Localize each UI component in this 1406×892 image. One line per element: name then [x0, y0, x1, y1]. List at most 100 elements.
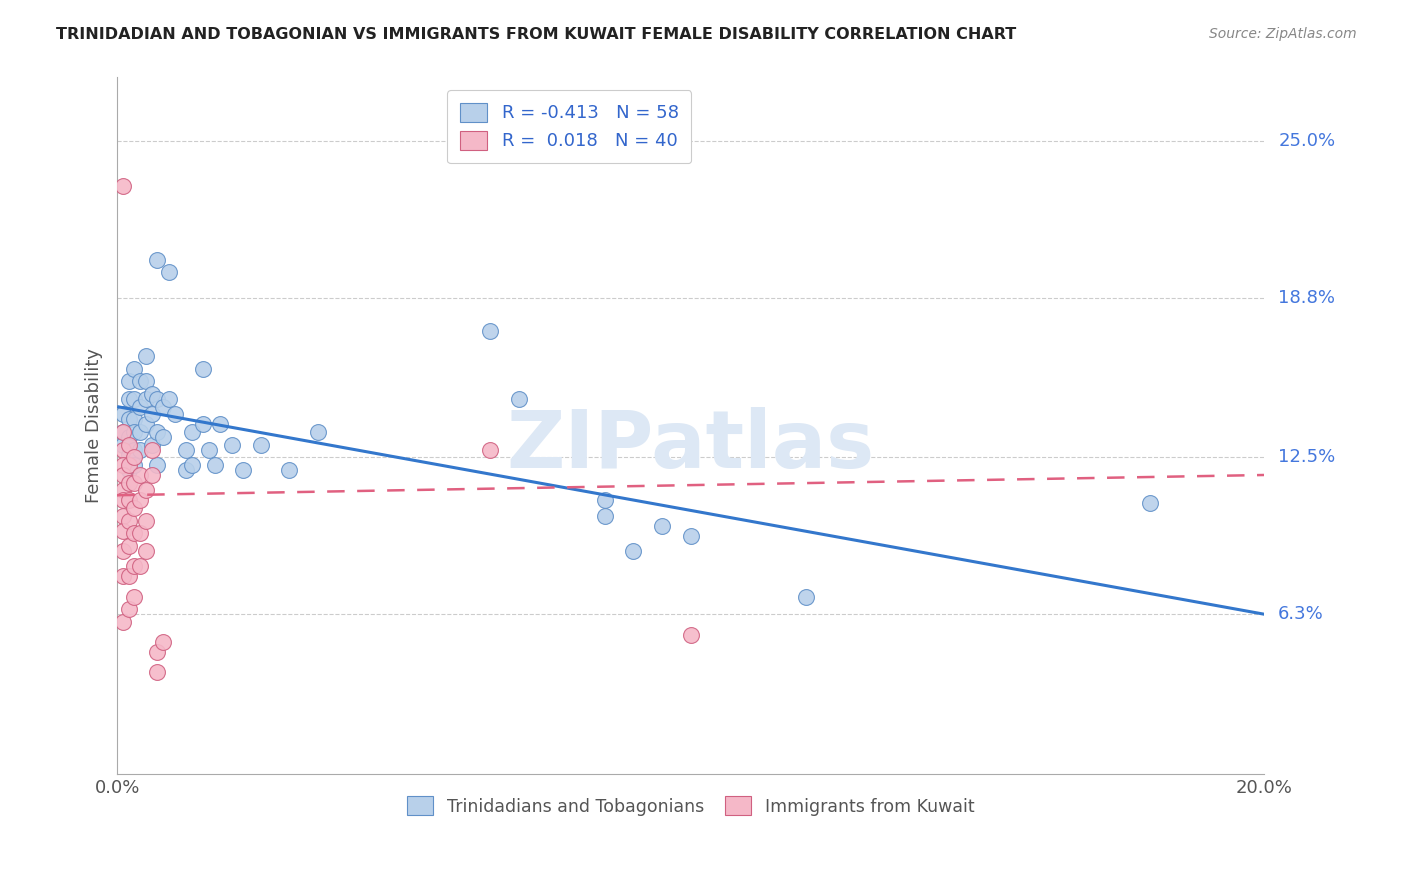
Point	[118, 392, 141, 406]
Point	[623, 544, 645, 558]
Point	[129, 425, 152, 439]
Point	[794, 590, 817, 604]
Point	[129, 374, 152, 388]
Point	[124, 442, 146, 457]
Point	[111, 569, 134, 583]
Point	[508, 392, 530, 406]
Point	[111, 425, 134, 439]
Point	[152, 430, 174, 444]
Point	[118, 539, 141, 553]
Point	[249, 437, 271, 451]
Point	[129, 467, 152, 482]
Point	[118, 437, 141, 451]
Point	[146, 425, 169, 439]
Point	[135, 514, 157, 528]
Point	[135, 374, 157, 388]
Text: 25.0%: 25.0%	[1278, 132, 1336, 150]
Point	[124, 559, 146, 574]
Point	[124, 500, 146, 515]
Point	[118, 430, 141, 444]
Point	[111, 407, 134, 421]
Point	[651, 518, 673, 533]
Point	[111, 524, 134, 538]
Point	[198, 442, 221, 457]
Point	[135, 483, 157, 498]
Y-axis label: Female Disability: Female Disability	[86, 348, 103, 503]
Point	[124, 392, 146, 406]
Point	[278, 463, 301, 477]
Point	[124, 475, 146, 490]
Point	[118, 412, 141, 426]
Point	[135, 349, 157, 363]
Point	[146, 665, 169, 680]
Point	[124, 412, 146, 426]
Point	[593, 508, 616, 523]
Point	[141, 387, 163, 401]
Point	[232, 463, 254, 477]
Point	[111, 483, 134, 498]
Point	[180, 458, 202, 472]
Point	[146, 252, 169, 267]
Point	[118, 602, 141, 616]
Point	[124, 458, 146, 472]
Point	[129, 493, 152, 508]
Point	[111, 615, 134, 629]
Point	[118, 569, 141, 583]
Point	[141, 407, 163, 421]
Point	[307, 425, 329, 439]
Point	[118, 448, 141, 462]
Point	[135, 392, 157, 406]
Point	[135, 544, 157, 558]
Point	[209, 417, 232, 432]
Point	[124, 526, 146, 541]
Point	[193, 417, 215, 432]
Point	[111, 425, 134, 439]
Point	[152, 400, 174, 414]
Point	[157, 265, 180, 279]
Point	[204, 458, 226, 472]
Point	[111, 437, 134, 451]
Point	[679, 627, 702, 641]
Point	[152, 635, 174, 649]
Text: 6.3%: 6.3%	[1278, 606, 1324, 624]
Point	[174, 463, 197, 477]
Point	[124, 450, 146, 465]
Point	[111, 508, 134, 523]
Text: 18.8%: 18.8%	[1278, 289, 1336, 307]
Point	[679, 529, 702, 543]
Point	[118, 374, 141, 388]
Point	[157, 392, 180, 406]
Point	[163, 407, 186, 421]
Point	[118, 458, 141, 472]
Text: 12.5%: 12.5%	[1278, 449, 1336, 467]
Point	[124, 590, 146, 604]
Point	[479, 442, 502, 457]
Point	[111, 493, 134, 508]
Point	[180, 425, 202, 439]
Text: Source: ZipAtlas.com: Source: ZipAtlas.com	[1209, 27, 1357, 41]
Point	[146, 458, 169, 472]
Point	[118, 463, 141, 477]
Point	[479, 324, 502, 338]
Point	[111, 544, 134, 558]
Text: ZIPatlas: ZIPatlas	[506, 408, 875, 485]
Point	[146, 392, 169, 406]
Point	[141, 467, 163, 482]
Legend: Trinidadians and Tobagonians, Immigrants from Kuwait: Trinidadians and Tobagonians, Immigrants…	[398, 788, 983, 824]
Point	[593, 493, 616, 508]
Point	[118, 514, 141, 528]
Point	[141, 437, 163, 451]
Point	[221, 437, 243, 451]
Point	[129, 400, 152, 414]
Point	[118, 493, 141, 508]
Point	[146, 645, 169, 659]
Point	[111, 467, 134, 482]
Point	[174, 442, 197, 457]
Point	[111, 442, 134, 457]
Point	[124, 425, 146, 439]
Point	[141, 442, 163, 457]
Point	[129, 559, 152, 574]
Point	[129, 442, 152, 457]
Text: TRINIDADIAN AND TOBAGONIAN VS IMMIGRANTS FROM KUWAIT FEMALE DISABILITY CORRELATI: TRINIDADIAN AND TOBAGONIAN VS IMMIGRANTS…	[56, 27, 1017, 42]
Point	[129, 526, 152, 541]
